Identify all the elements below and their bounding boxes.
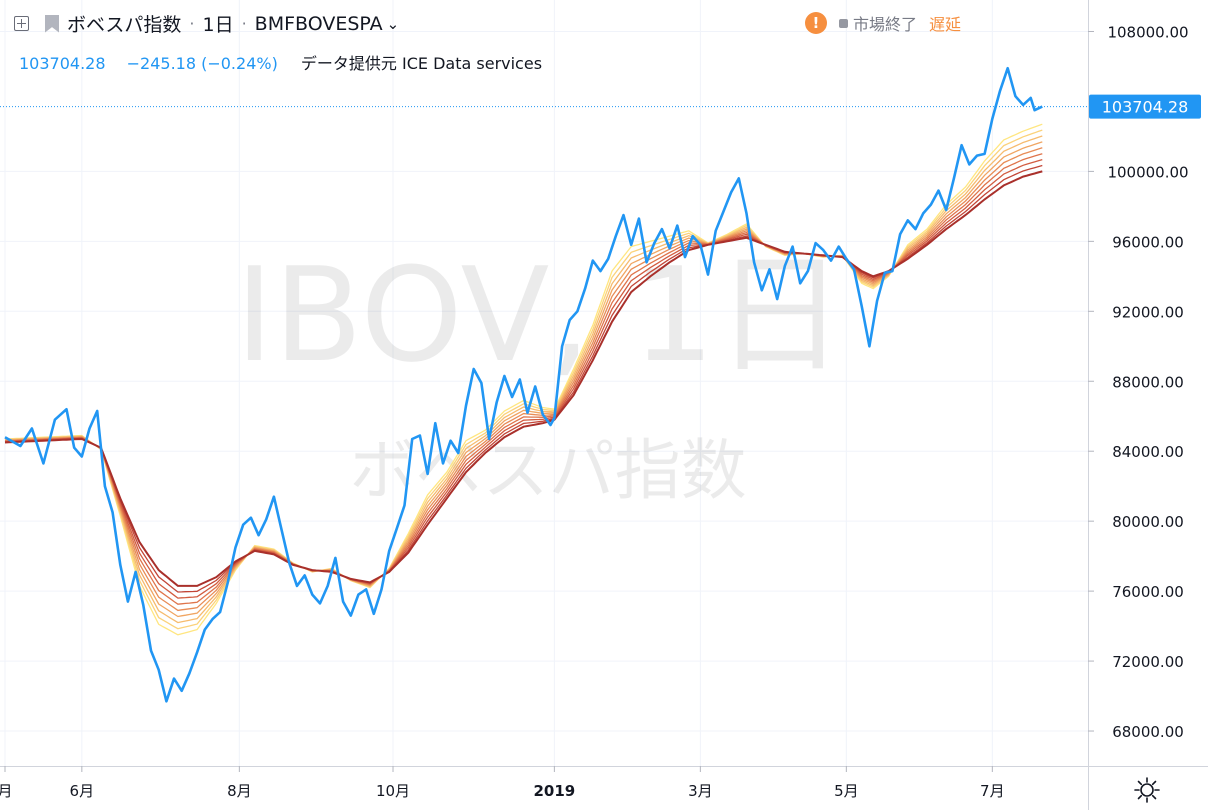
symbol-row: ボベスパ指数 · 1日 · BMFBOVESPA ⌄ [14,10,399,37]
flag-icon[interactable] [45,14,59,33]
ma-ribbon-line [4,129,1043,630]
ma-ribbon-line [4,153,1043,605]
y-tick-label: 108000.00 [1107,23,1188,41]
y-tick-label: 76000.00 [1112,583,1184,601]
symbol-watermark: IBOV, 1日 ボベスパ指数 [235,239,845,509]
y-tick-label: 92000.00 [1112,303,1184,321]
last-price: 103704.28 [19,54,106,73]
y-tick-label: 72000.00 [1112,653,1184,671]
warning-icon[interactable]: ! [804,12,827,34]
price-axis[interactable]: 108000.00 100000.00 96000.00 92000.00 88000.… [1088,23,1189,741]
quote-row: 103704.28 −245.18 (−0.24%) データ提供元 ICE Da… [19,50,542,74]
watermark-symbol: IBOV, 1日 [235,239,845,391]
y-tick-label: 84000.00 [1112,443,1184,461]
market-closed-label: 市場終了 [852,15,917,34]
chart-header: ボベスパ指数 · 1日 · BMFBOVESPA ⌄ 103704.28 −24… [0,0,1088,80]
x-tick-label: 10月 [376,782,410,800]
price-series [4,66,1043,703]
y-tick-label: 88000.00 [1112,373,1184,391]
y-tick-label: 96000.00 [1112,233,1184,251]
ma-ribbon-line [4,170,1043,587]
y-tick-label: 100000.00 [1107,163,1188,181]
ma-ribbon-line [4,164,1043,593]
x-tick-label: 5月 [834,782,859,800]
ma-ribbon-line [4,147,1043,612]
x-tick-label: 6月 [70,782,95,800]
ma-ribbon-line [4,135,1043,624]
chevron-down-icon[interactable]: ⌄ [386,14,400,33]
ma-ribbon-line [4,141,1043,618]
time-axis[interactable]: 月 6月 8月 10月 2019 3月 5月 7月 [0,766,1005,800]
expand-icon[interactable] [14,16,29,31]
symbol-name[interactable]: ボベスパ指数 [67,14,182,36]
exchange-symbol[interactable]: BMFBOVESPA [254,12,383,35]
grid-lines [0,0,1088,766]
separator-dot: · [241,14,247,33]
delayed-label[interactable]: 遅延 [928,15,961,34]
x-tick-label: 月 [0,782,13,800]
market-status: ! 市場終了 遅延 [804,11,961,35]
watermark-name: ボベスパ指数 [349,432,746,509]
data-provider: データ提供元 ICE Data services [300,54,543,73]
y-tick-label: 80000.00 [1112,513,1184,531]
settings-gear-icon[interactable] [1133,776,1161,804]
ma-ribbon-line [4,158,1043,599]
x-tick-label: 2019 [533,782,575,800]
x-tick-label: 3月 [688,782,713,800]
price-change: −245.18 (−0.24%) [126,54,278,73]
price-line [4,66,1043,703]
status-square-icon [838,18,848,28]
last-price-label: 103704.28 [1102,98,1189,117]
interval-label[interactable]: 1日 [202,14,234,36]
x-tick-label: 8月 [227,782,252,800]
separator-dot: · [189,14,195,33]
x-tick-label: 7月 [980,782,1005,800]
last-price-badge: 103704.28 [1089,94,1201,119]
y-tick-label: 68000.00 [1112,723,1184,741]
